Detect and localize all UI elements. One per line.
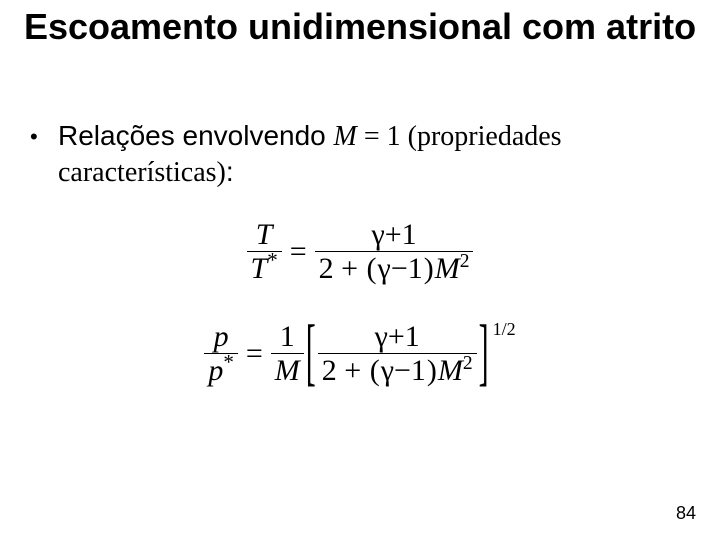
eq1-lhs-den-base: T: [251, 252, 268, 285]
eq1-rhs-den-minus1: −1: [391, 252, 423, 285]
eq2-lhs-num: p: [214, 320, 229, 353]
eq2-inner-num-plus1: +1: [388, 320, 420, 353]
eq1-rhs-den-exp: 2: [460, 251, 470, 272]
eq2-inner-num-gamma: γ: [375, 320, 388, 353]
eq2-inner: γ+1 2 + (γ−1)M2: [318, 320, 477, 387]
eq1-rhs-num-gamma: γ: [371, 218, 384, 251]
bullet-lead: Relações envolvendo: [58, 120, 334, 151]
eq2-inner-den-rpar: ): [426, 354, 438, 387]
eq1-rhs-den-2plus: 2 +: [319, 252, 358, 285]
equation-2: p p* = 1 M [ γ+1 2 + (γ−1)M2 ] 1/2: [0, 320, 720, 387]
eq1-rhs: γ+1 2 + (γ−1)M2: [315, 218, 474, 285]
slide: Escoamento unidimensional com atrito • R…: [0, 0, 720, 540]
eq1-rhs-den-gamma: γ: [378, 252, 391, 285]
slide-title: Escoamento unidimensional com atrito: [20, 6, 700, 47]
bullet-block: • Relações envolvendo M = 1 (propriedade…: [30, 118, 690, 190]
eq2-inner-den-2plus: 2 +: [322, 354, 361, 387]
eq1-lhs-star: *: [267, 248, 278, 272]
eq2-rbracket: ]: [477, 316, 491, 391]
bullet-eq: = 1: [357, 121, 408, 152]
eq2-lhs: p p*: [204, 320, 238, 387]
eq2-inner-den-minus1: −1: [394, 354, 426, 387]
eq2-equals: =: [238, 337, 271, 371]
bullet-tail1: (propriedades: [408, 121, 562, 152]
eq2-mid-den: M: [275, 354, 300, 387]
bullet-M: M: [334, 121, 357, 152]
eq1-rhs-den-rpar: ): [423, 252, 435, 285]
eq1-lhs-num: T: [256, 218, 273, 251]
eq2-mid-num: 1: [271, 320, 304, 354]
eq2-inner-den-exp: 2: [463, 353, 473, 374]
equation-1: T T* = γ+1 2 + (γ−1)M2: [0, 218, 720, 285]
eq2-outer-exp: 1/2: [493, 319, 516, 340]
eq2-lhs-star: *: [223, 350, 234, 374]
bullet-tail2: características): [58, 157, 226, 188]
eq1-rhs-den-M: M: [435, 252, 460, 285]
eq2-lbracket: [: [304, 316, 318, 391]
eq2-inner-den-gamma: γ: [381, 354, 394, 387]
bullet-item: • Relações envolvendo M = 1 (propriedade…: [30, 118, 690, 190]
eq2-mid: 1 M: [271, 320, 304, 387]
eq1-rhs-num-plus1: +1: [385, 218, 417, 251]
bullet-marker: •: [30, 118, 58, 154]
eq2-inner-den-M: M: [438, 354, 463, 387]
eq2-lhs-den-base: p: [208, 354, 223, 387]
bullet-text: Relações envolvendo M = 1 (propriedades …: [58, 118, 690, 190]
eq1-equals: =: [282, 235, 315, 269]
page-number: 84: [676, 503, 696, 524]
eq2-inner-den-lpar: (: [369, 354, 381, 387]
eq1-lhs: T T*: [247, 218, 282, 285]
eq1-rhs-den-lpar: (: [366, 252, 378, 285]
bullet-colon: :: [226, 156, 234, 187]
